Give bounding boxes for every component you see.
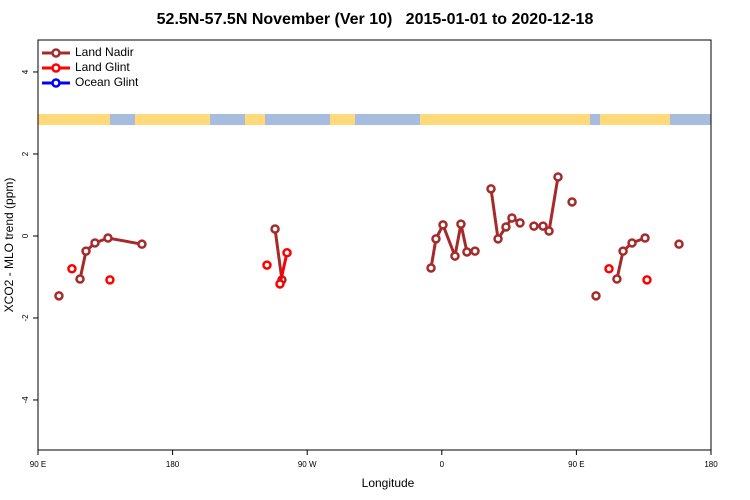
x-tick-label: 180 xyxy=(704,460,718,469)
point xyxy=(275,279,285,289)
point xyxy=(538,221,548,231)
legend-marker xyxy=(51,48,61,58)
x-tick-label: 90 E xyxy=(568,460,584,469)
point xyxy=(627,238,637,248)
point xyxy=(501,222,511,232)
point xyxy=(438,220,448,230)
x-tick-label: 0 xyxy=(440,460,445,469)
legend-marker xyxy=(51,78,61,88)
point xyxy=(462,247,472,257)
point xyxy=(640,233,650,243)
point xyxy=(507,213,517,223)
point xyxy=(618,246,628,256)
point xyxy=(612,274,622,284)
y-axis-label: XCO2 - MLO trend (ppm) xyxy=(2,178,16,313)
point xyxy=(486,184,496,194)
x-tick-label: 90 E xyxy=(30,460,46,469)
plot-frame xyxy=(37,39,712,451)
y-tick-label: 4 xyxy=(21,69,30,74)
y-tick-label: -2 xyxy=(21,314,30,322)
point xyxy=(456,219,466,229)
legend-label: Land Glint xyxy=(75,60,130,74)
y-tick-label: 0 xyxy=(21,233,30,238)
x-axis-label: Longitude xyxy=(362,476,415,490)
legend-label: Land Nadir xyxy=(75,45,134,59)
point xyxy=(591,291,601,301)
point xyxy=(54,291,64,301)
point xyxy=(450,251,460,261)
point xyxy=(544,226,554,236)
legend-label: Ocean Glint xyxy=(75,75,139,89)
point xyxy=(282,248,292,258)
point xyxy=(567,197,577,207)
x-tick-label: 180 xyxy=(166,460,180,469)
y-tick-label: -4 xyxy=(21,396,30,404)
point xyxy=(137,239,147,249)
legend-marker xyxy=(51,63,61,73)
point xyxy=(270,224,280,234)
point xyxy=(426,263,436,273)
point xyxy=(105,275,115,285)
point xyxy=(81,246,91,256)
x-tick-label: 90 W xyxy=(298,460,317,469)
point xyxy=(553,172,563,182)
point xyxy=(604,264,614,274)
series-line xyxy=(280,253,647,284)
point xyxy=(90,238,100,248)
point xyxy=(75,274,85,284)
point xyxy=(642,275,652,285)
point xyxy=(470,246,480,256)
map-strip xyxy=(38,114,711,125)
point xyxy=(103,233,113,243)
chart-title: 52.5N-57.5N November (Ver 10) 2015-01-01… xyxy=(157,11,594,28)
point xyxy=(431,234,441,244)
point xyxy=(67,264,77,274)
series-line xyxy=(80,177,679,280)
y-tick-label: 2 xyxy=(21,151,30,156)
point xyxy=(674,239,684,249)
point xyxy=(493,234,503,244)
point xyxy=(262,260,272,270)
point xyxy=(515,218,525,228)
point xyxy=(529,221,539,231)
